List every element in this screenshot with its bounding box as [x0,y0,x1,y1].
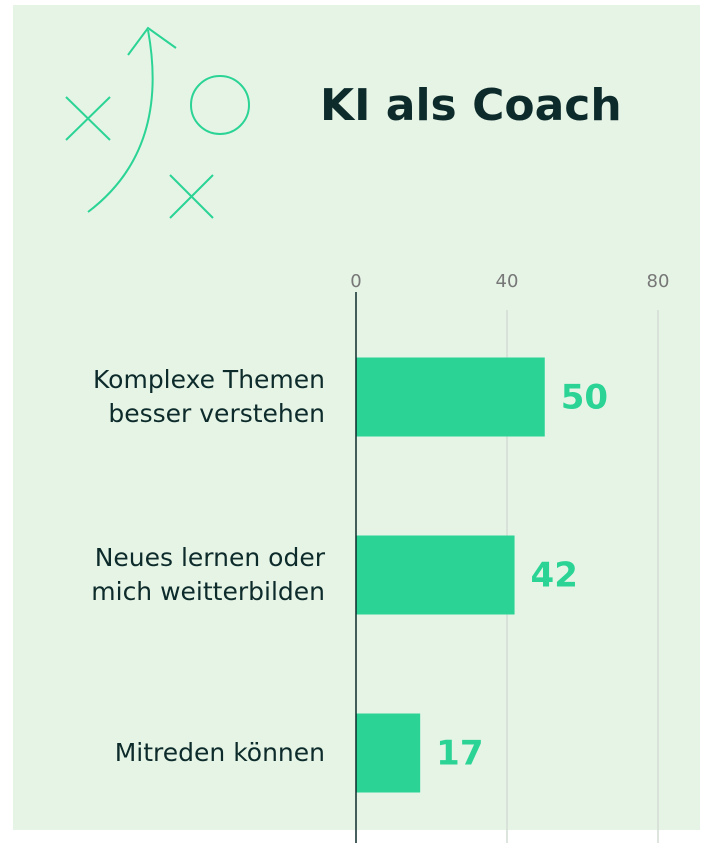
value-label: 17 [436,734,483,774]
x-tick-label: 80 [647,271,670,292]
bar [356,713,421,793]
category-label: Mitreden können [114,738,325,767]
category-label: Neues lernen oder mich weitterbilden [91,543,325,606]
value-label: 42 [531,556,578,596]
decoration [65,26,250,219]
chart-title: KI als Coach [320,80,622,131]
bar [356,535,515,615]
bar [356,357,545,437]
value-label: 50 [561,378,608,418]
category-label: Komplexe Themen besser verstehen [93,365,325,428]
x-tick-label: 40 [496,271,519,292]
x-tick-label: 0 [350,271,361,292]
